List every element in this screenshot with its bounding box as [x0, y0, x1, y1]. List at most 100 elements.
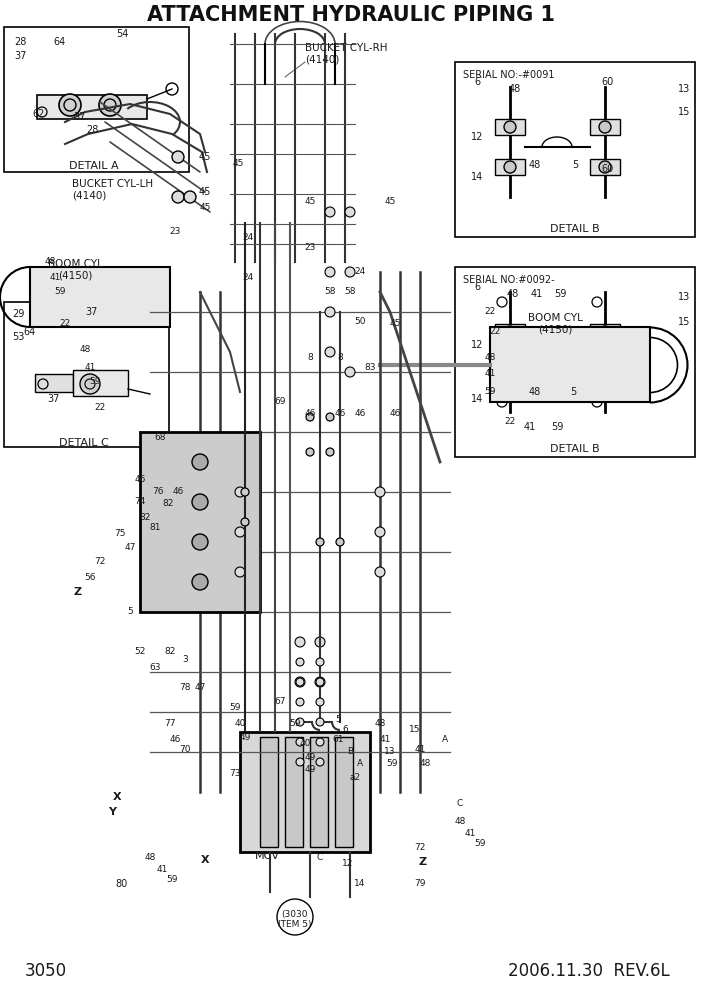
Text: 83: 83 [364, 362, 376, 371]
Text: 22: 22 [504, 418, 516, 427]
Circle shape [336, 538, 344, 546]
Circle shape [504, 326, 516, 338]
Circle shape [235, 567, 245, 577]
Text: 54: 54 [116, 29, 128, 39]
Circle shape [599, 161, 611, 173]
Text: DETAIL C: DETAIL C [59, 438, 109, 448]
Circle shape [326, 448, 334, 456]
Text: 59: 59 [89, 378, 101, 387]
Text: 13: 13 [677, 292, 690, 302]
Text: 14: 14 [471, 172, 483, 182]
Text: 60: 60 [601, 77, 613, 87]
Bar [590, 374, 620, 390]
Bar [73, 370, 128, 396]
Text: 40: 40 [299, 739, 311, 749]
Text: Z: Z [74, 587, 82, 597]
Text: 77: 77 [164, 719, 176, 728]
Text: 49: 49 [239, 732, 251, 741]
Text: 59: 59 [554, 289, 567, 299]
Bar [4, 302, 169, 447]
Text: 61: 61 [332, 735, 344, 745]
Text: 46: 46 [304, 410, 316, 419]
Text: 47: 47 [124, 543, 135, 552]
Text: 45: 45 [390, 319, 401, 328]
Text: 8: 8 [337, 352, 343, 361]
Circle shape [184, 191, 196, 203]
Circle shape [345, 207, 355, 217]
Text: 41: 41 [157, 865, 168, 875]
Bar [495, 374, 525, 390]
Text: 48: 48 [509, 84, 521, 94]
Bar [140, 432, 260, 612]
Text: 45: 45 [384, 197, 396, 206]
Bar [495, 119, 525, 135]
Text: X: X [201, 855, 209, 865]
Text: 59: 59 [386, 760, 398, 769]
Text: 6: 6 [342, 725, 348, 734]
Bar [455, 267, 695, 457]
Circle shape [599, 376, 611, 388]
Text: 45: 45 [232, 160, 244, 169]
Text: DETAIL B: DETAIL B [550, 224, 600, 234]
Text: 37: 37 [86, 307, 98, 317]
Text: 59: 59 [475, 839, 486, 848]
Text: 41: 41 [379, 735, 391, 745]
Text: 12: 12 [471, 132, 483, 142]
Text: 37: 37 [14, 51, 27, 61]
Text: DETAIL B: DETAIL B [550, 444, 600, 454]
Circle shape [316, 658, 324, 666]
Circle shape [315, 677, 325, 687]
Circle shape [504, 376, 516, 388]
Text: 80: 80 [116, 879, 128, 889]
Text: 45: 45 [304, 197, 316, 206]
Circle shape [241, 488, 249, 496]
Text: 52: 52 [134, 648, 146, 657]
Text: 23: 23 [304, 242, 316, 252]
Circle shape [316, 698, 324, 706]
Text: 22: 22 [94, 403, 105, 412]
Text: 41: 41 [464, 829, 476, 838]
Text: 46: 46 [334, 410, 345, 419]
Circle shape [296, 738, 304, 746]
Text: 41: 41 [84, 362, 95, 371]
Circle shape [326, 413, 334, 421]
Text: 15: 15 [409, 725, 420, 734]
Circle shape [99, 94, 121, 116]
Text: A: A [357, 760, 363, 769]
Text: 46: 46 [169, 735, 180, 745]
Circle shape [295, 637, 305, 647]
Circle shape [504, 161, 516, 173]
Text: 48: 48 [484, 352, 496, 361]
Text: 3: 3 [182, 656, 188, 665]
Text: 13: 13 [384, 748, 396, 757]
Text: 46: 46 [390, 410, 401, 419]
Text: 72: 72 [94, 558, 106, 566]
Circle shape [235, 527, 245, 537]
Text: 40: 40 [234, 719, 246, 728]
Circle shape [295, 677, 305, 687]
Circle shape [59, 94, 81, 116]
Circle shape [192, 574, 208, 590]
Circle shape [316, 538, 324, 546]
Text: 59: 59 [289, 719, 300, 728]
Bar [285, 737, 303, 847]
Circle shape [80, 374, 100, 394]
Bar [590, 119, 620, 135]
Text: 63: 63 [150, 663, 161, 672]
Text: BOOM CYL
(4150): BOOM CYL (4150) [48, 259, 102, 281]
Text: 48: 48 [145, 852, 156, 861]
Text: 45: 45 [199, 152, 211, 162]
Text: 81: 81 [150, 523, 161, 532]
Bar [310, 737, 328, 847]
Circle shape [316, 718, 324, 726]
Text: 59: 59 [54, 288, 66, 297]
Circle shape [599, 121, 611, 133]
Text: SERIAL NO:-#0091: SERIAL NO:-#0091 [463, 70, 555, 80]
Text: 69: 69 [274, 398, 286, 407]
Text: 5: 5 [335, 715, 341, 724]
Text: 23: 23 [169, 227, 180, 236]
Text: 48: 48 [374, 719, 385, 728]
Text: 24: 24 [242, 232, 253, 241]
Circle shape [345, 267, 355, 277]
Circle shape [296, 718, 304, 726]
